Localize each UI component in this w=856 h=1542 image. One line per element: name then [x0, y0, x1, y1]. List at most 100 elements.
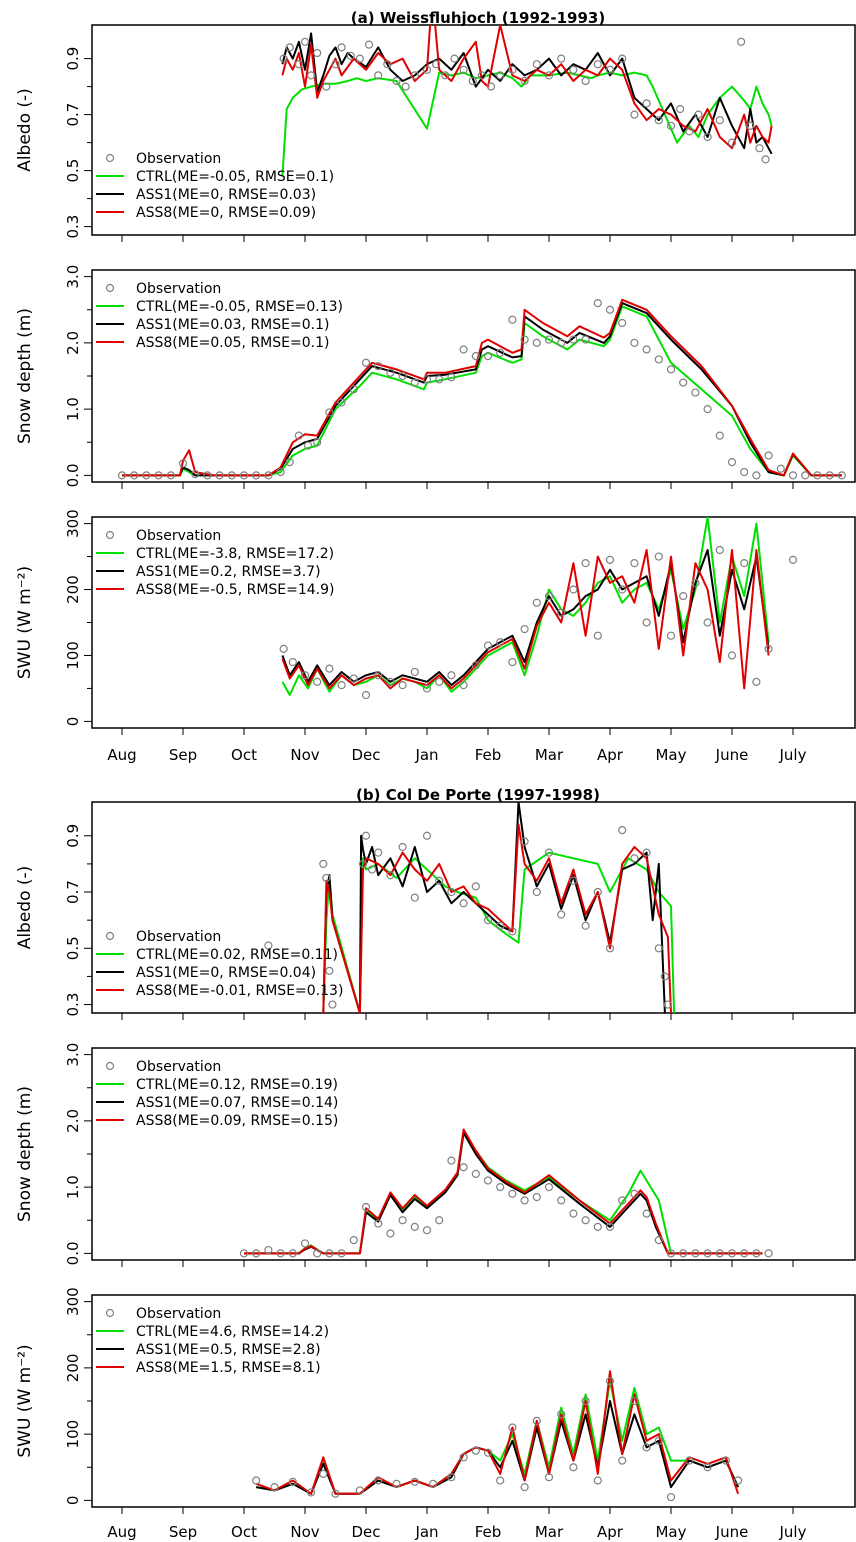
observation-point: [355, 54, 364, 63]
observation-point: [459, 345, 468, 354]
observation-point: [508, 315, 517, 324]
observation-point: [459, 899, 468, 908]
legend-label: ASS8(ME=0.09, RMSE=0.15): [136, 1113, 338, 1129]
observation-point: [178, 459, 188, 468]
x-axis-month-labels: Aug Sep Oct Nov Dec Jan Feb Mar Apr May June July: [107, 746, 806, 764]
series-line-ass1: [281, 549, 770, 687]
observation-point: [154, 471, 163, 480]
legend: Observation CTRL(ME=-3.8, RMSE=17.2) ASS1(…: [96, 528, 335, 598]
observation-point: [191, 469, 200, 479]
observation-point: [398, 1216, 407, 1225]
observation-point: [358, 859, 368, 868]
observation-point: [447, 373, 456, 382]
observation-point: [557, 910, 566, 919]
observation-point: [740, 559, 749, 568]
observation-point: [694, 110, 703, 119]
observation-point: [520, 1196, 529, 1205]
y-axis-label: SWU (W m⁻²): [15, 566, 35, 679]
observation-point: [581, 559, 590, 568]
observation-point: [654, 355, 663, 364]
observation-point: [764, 644, 773, 653]
observation-point: [285, 458, 294, 467]
observation-point: [252, 471, 261, 480]
observation-point: [581, 76, 590, 86]
observation-point: [520, 1483, 529, 1492]
observation-point: [654, 1436, 663, 1445]
observation-point: [703, 405, 712, 414]
legend-label: CTRL(ME=-0.05, RMSE=0.1): [136, 169, 334, 185]
observation-point: [801, 471, 810, 480]
observation-point: [422, 684, 432, 693]
observation-point: [764, 1249, 773, 1258]
x-tick-label: June: [715, 1523, 749, 1541]
observation-point: [679, 592, 688, 601]
y-tick-label: 1.0: [64, 1175, 82, 1199]
observation-point: [447, 1156, 456, 1165]
panel-5: 0.0 1.0 2.0 3.0 Snow depth (m) Observation CTR…: [15, 1043, 856, 1267]
legend-symbol-observation: [105, 1061, 115, 1071]
observation-point: [270, 1483, 279, 1492]
observation-point: [374, 71, 383, 80]
series-line-ass1: [322, 802, 666, 1013]
observation-point: [569, 1463, 578, 1472]
observation-point: [666, 121, 676, 130]
panel-3: 0 100 200 300 SWU (W m⁻²) Observation CTRL(ME=…: [15, 509, 856, 764]
legend-label: Observation: [136, 281, 221, 297]
x-tick-label: Nov: [290, 746, 319, 764]
observation-point: [496, 638, 505, 647]
observation-point: [605, 65, 615, 74]
observation-point: [130, 471, 139, 480]
observation-point: [468, 76, 477, 86]
x-tick-label: Aug: [107, 1523, 136, 1541]
legend-label: ASS1(ME=0.2, RMSE=3.7): [136, 564, 321, 580]
x-tick-label: May: [655, 746, 686, 764]
observation-point: [398, 681, 407, 690]
observation-point: [337, 43, 346, 52]
observation-point: [398, 371, 407, 381]
observation-point: [313, 677, 322, 686]
observation-point: [593, 1476, 602, 1485]
observation-point: [203, 471, 212, 480]
legend-symbol-observation: [105, 153, 115, 163]
observation-point: [300, 1239, 310, 1248]
observation-point: [374, 361, 383, 371]
observation-point: [544, 1473, 554, 1482]
observation-point: [496, 71, 505, 80]
observation-point: [685, 1456, 694, 1465]
y-tick-label: 200: [64, 575, 82, 604]
x-tick-label: Jan: [414, 1523, 438, 1541]
observation-point: [252, 1249, 261, 1258]
observation-point: [618, 1196, 627, 1205]
observation-point: [386, 1229, 395, 1238]
observation-point: [325, 966, 334, 975]
observation-point: [532, 887, 541, 897]
observation-point: [435, 375, 444, 384]
observation-point: [410, 71, 419, 80]
observation-point: [117, 471, 127, 480]
observation-point: [593, 887, 602, 897]
series-observation: [239, 1156, 773, 1258]
observation-point: [322, 82, 331, 91]
observation-point: [307, 71, 316, 80]
observation-point: [508, 1189, 517, 1198]
x-tick-label: Apr: [597, 1523, 624, 1541]
panel-title: (a) Weissfluhjoch (1992-1993): [351, 9, 605, 27]
observation-point: [557, 1410, 566, 1419]
observation-point: [294, 60, 303, 69]
observation-point: [618, 826, 627, 835]
observation-point: [520, 837, 529, 846]
observation-point: [733, 1476, 743, 1485]
observation-point: [569, 65, 578, 74]
legend-label: Observation: [136, 151, 221, 167]
observation-point: [264, 471, 273, 480]
observation-point: [483, 641, 493, 650]
y-tick-label: 0.3: [64, 215, 82, 239]
observation-point: [307, 1488, 316, 1497]
x-tick-label: July: [779, 746, 807, 764]
observation-point: [288, 1249, 297, 1258]
plot-area: [117, 298, 846, 480]
series-line-ass8: [255, 1370, 740, 1495]
observation-point: [605, 1222, 615, 1231]
legend: Observation CTRL(ME=4.6, RMSE=14.2) ASS1(M…: [96, 1306, 329, 1376]
legend-label: ASS8(ME=1.5, RMSE=8.1): [136, 1360, 321, 1376]
